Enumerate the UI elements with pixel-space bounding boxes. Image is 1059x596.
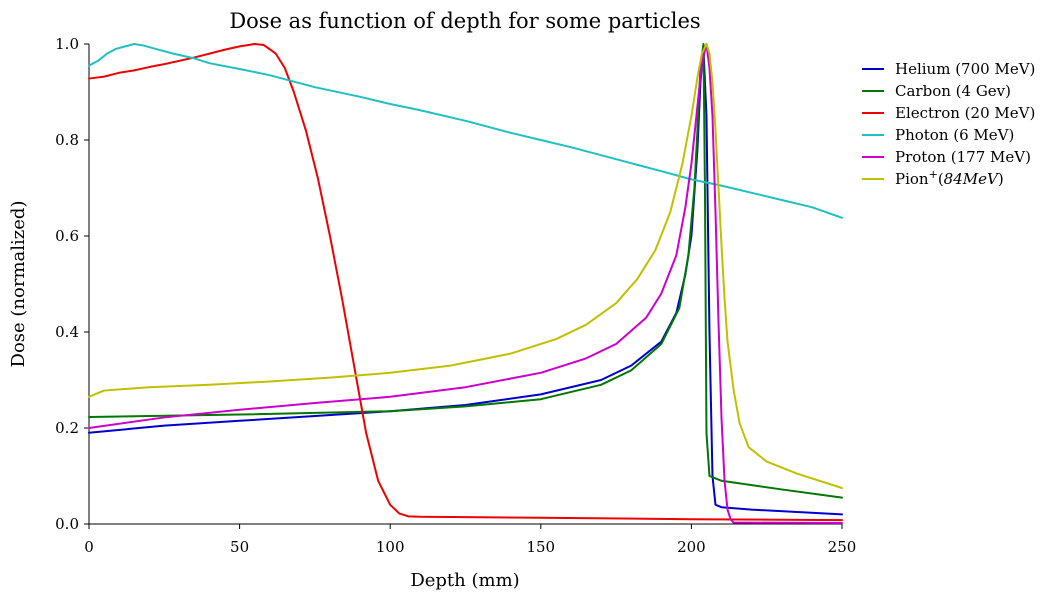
legend-label: Proton (177 MeV) bbox=[895, 148, 1031, 166]
x-tick-label: 150 bbox=[526, 538, 555, 556]
y-ticks: 0.0 0.2 0.4 0.6 0.8 1.0 bbox=[55, 35, 89, 533]
y-tick-label: 0.8 bbox=[55, 131, 79, 149]
x-tick-label: 250 bbox=[828, 538, 857, 556]
legend: Helium (700 MeV) Carbon (4 Gev) Electron (… bbox=[862, 60, 1035, 188]
y-tick-label: 0.2 bbox=[55, 419, 79, 437]
y-tick-label: 1.0 bbox=[55, 35, 79, 53]
y-tick-label: 0.6 bbox=[55, 227, 79, 245]
x-tick-label: 100 bbox=[376, 538, 405, 556]
series-line-1 bbox=[88, 43, 843, 499]
series-line-2 bbox=[88, 43, 843, 522]
x-ticks: 0 50 100 150 200 250 bbox=[84, 524, 856, 556]
y-axis-label: Dose (normalized) bbox=[8, 201, 29, 368]
series-line-5 bbox=[88, 43, 843, 489]
x-tick-label: 50 bbox=[230, 538, 249, 556]
series-group bbox=[88, 43, 843, 525]
series-line-3 bbox=[88, 43, 843, 219]
x-axis-label: Depth (mm) bbox=[410, 570, 519, 591]
series-line-4 bbox=[88, 43, 843, 525]
legend-label: Carbon (4 Gev) bbox=[895, 82, 1011, 100]
legend-label: Photon (6 MeV) bbox=[895, 126, 1014, 144]
x-tick-label: 0 bbox=[84, 538, 94, 556]
legend-label: Pion+(84MeV) bbox=[895, 168, 1004, 188]
y-tick-label: 0.0 bbox=[55, 515, 79, 533]
legend-label: Helium (700 MeV) bbox=[895, 60, 1035, 78]
legend-label: Electron (20 MeV) bbox=[895, 104, 1035, 122]
axes bbox=[88, 44, 842, 525]
series-line-0 bbox=[88, 47, 843, 516]
chart-title: Dose as function of depth for some parti… bbox=[229, 9, 700, 33]
y-tick-label: 0.4 bbox=[55, 323, 79, 341]
x-tick-label: 200 bbox=[677, 538, 706, 556]
